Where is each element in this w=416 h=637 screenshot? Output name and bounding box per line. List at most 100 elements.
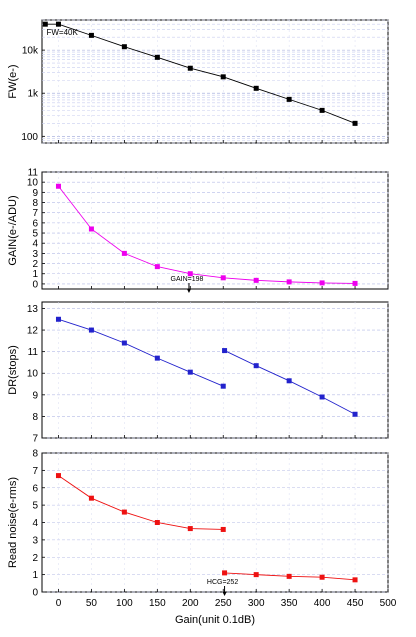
data-point [352, 120, 358, 126]
data-point [187, 271, 193, 277]
y-axis-label: GAIN(e-/ADU) [7, 195, 19, 265]
x-tick-label: 0 [56, 598, 62, 609]
y-tick-label: 7 [32, 434, 38, 445]
data-point [88, 327, 94, 333]
y-tick-label: 8 [32, 198, 38, 209]
x-tick-label: 150 [149, 598, 166, 609]
data-point [319, 574, 325, 580]
annotation-arrow [222, 592, 227, 596]
data-point [55, 473, 61, 479]
y-tick-label: 1 [32, 570, 38, 581]
y-tick-label: 5 [32, 501, 38, 512]
x-tick-label: 100 [116, 598, 133, 609]
plot-frame [41, 301, 389, 439]
x-axis-label: Gain(unit 0.1dB) [175, 614, 255, 626]
y-tick-label: 7 [32, 466, 38, 477]
data-point [121, 340, 127, 346]
data-point [187, 65, 193, 71]
data-point [253, 363, 259, 369]
y-axis-label: FW(e-) [7, 64, 19, 98]
data-point [55, 21, 61, 27]
plot-frame [41, 171, 389, 290]
data-point [220, 526, 226, 532]
data-point [253, 572, 259, 578]
y-tick-label: 2 [32, 259, 38, 270]
data-point [352, 280, 358, 286]
x-tick-label: 350 [281, 598, 298, 609]
data-point [154, 54, 160, 60]
data-point [352, 411, 358, 417]
data-point [55, 316, 61, 322]
y-axis-label: DR(stops) [7, 345, 19, 395]
data-point [154, 264, 160, 270]
data-point [319, 107, 325, 113]
annotation-arrow [186, 289, 191, 293]
y-tick-label: 3 [32, 535, 38, 546]
y-tick-label: 7 [32, 208, 38, 219]
data-point [286, 573, 292, 579]
x-tick-label: 400 [314, 598, 331, 609]
y-tick-label: 4 [32, 518, 38, 529]
x-tick-label: 50 [86, 598, 98, 609]
data-point [154, 355, 160, 361]
y-tick-label: 1 [32, 269, 38, 280]
y-tick-label: 10 [27, 178, 39, 189]
data-point [220, 275, 226, 281]
y-tick-label: 3 [32, 249, 38, 260]
series-line [58, 185, 356, 284]
data-point [319, 280, 325, 286]
y-tick-label: 11 [28, 347, 39, 358]
x-tick-label: 200 [182, 598, 199, 609]
data-point [286, 96, 292, 102]
data-point [286, 378, 292, 384]
data-point [55, 183, 61, 189]
annotation-label: GAIN=198 [171, 276, 204, 283]
annotation-label: FW=40K [46, 28, 78, 37]
data-point [88, 32, 94, 38]
data-point [88, 226, 94, 232]
data-point [253, 85, 259, 91]
data-point [220, 383, 226, 389]
data-point [121, 509, 127, 515]
y-tick-label: 5 [32, 229, 38, 240]
series-line [58, 475, 224, 530]
series-line [58, 318, 224, 387]
y-tick-label: 8 [32, 412, 38, 423]
annotation-label: HCG=252 [207, 579, 238, 586]
data-point [220, 74, 226, 80]
data-point [352, 577, 358, 583]
x-tick-label: 300 [248, 598, 265, 609]
y-tick-label: 10 [27, 369, 39, 380]
data-point [121, 250, 127, 256]
data-point [121, 44, 127, 50]
x-tick-label: 500 [380, 598, 397, 609]
data-point [286, 279, 292, 285]
x-tick-label: 450 [347, 598, 364, 609]
y-tick-label: 9 [32, 390, 38, 401]
data-point [187, 369, 193, 375]
y-tick-label: 8 [32, 449, 38, 460]
y-tick-label: 6 [32, 483, 38, 494]
y-tick-label: 4 [32, 239, 38, 250]
y-tick-label: 2 [32, 553, 38, 564]
data-point [222, 570, 228, 576]
x-tick-label: 250 [215, 598, 232, 609]
y-tick-label: 6 [32, 218, 38, 229]
y-tick-label: 10k [22, 46, 39, 57]
y-tick-label: 0 [32, 588, 38, 599]
data-point [222, 348, 228, 354]
data-point [319, 394, 325, 400]
y-tick-label: 1k [27, 89, 39, 100]
data-point [187, 526, 193, 532]
data-point [253, 277, 259, 283]
y-tick-label: 13 [27, 304, 39, 315]
y-tick-label: 12 [27, 326, 39, 337]
y-tick-label: 9 [32, 188, 38, 199]
data-point [88, 495, 94, 501]
y-tick-label: 11 [28, 168, 39, 179]
plot-frame [41, 19, 389, 144]
y-axis-label: Read noise(e-rms) [7, 477, 19, 568]
y-tick-label: 100 [21, 132, 38, 143]
data-point [42, 21, 48, 27]
